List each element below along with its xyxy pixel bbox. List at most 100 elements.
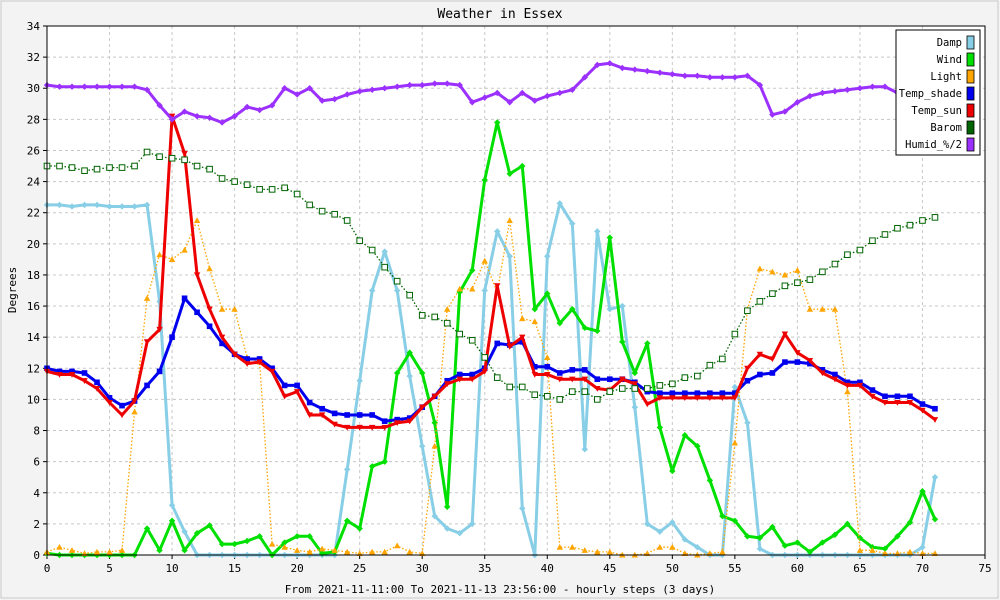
data-point <box>469 371 476 378</box>
x-tick-label: 20 <box>291 562 304 575</box>
data-point <box>556 370 563 376</box>
data-point <box>143 201 151 209</box>
data-point <box>443 319 451 327</box>
data-point <box>393 277 401 285</box>
x-tick-label: 65 <box>853 562 866 575</box>
data-point <box>931 516 939 523</box>
data-point <box>381 458 388 465</box>
data-point <box>218 175 226 182</box>
data-point <box>406 418 413 425</box>
data-point <box>431 80 438 87</box>
data-point <box>881 545 889 552</box>
data-point <box>119 402 125 409</box>
data-point <box>881 231 889 238</box>
data-point <box>856 382 864 389</box>
data-point <box>731 439 739 446</box>
data-point <box>68 203 76 210</box>
data-point <box>931 474 939 481</box>
data-point <box>106 203 113 210</box>
data-point <box>144 382 150 389</box>
data-point <box>781 271 789 278</box>
data-point <box>669 467 676 475</box>
data-point <box>782 359 788 365</box>
data-point <box>744 419 751 426</box>
data-point <box>143 295 151 301</box>
data-point <box>656 528 664 535</box>
data-point <box>544 92 551 100</box>
data-point <box>581 74 588 81</box>
data-point <box>681 536 689 543</box>
data-point <box>293 91 301 98</box>
data-point <box>218 540 226 548</box>
data-point <box>431 393 438 400</box>
data-point <box>731 74 739 81</box>
data-point <box>531 318 538 325</box>
y-tick-label: 12 <box>27 362 40 375</box>
series-line <box>46 218 935 556</box>
series-line <box>46 114 936 429</box>
data-point <box>856 85 864 92</box>
data-point <box>568 388 576 395</box>
data-point <box>81 167 88 174</box>
data-point <box>656 544 664 550</box>
data-point <box>719 395 726 402</box>
data-point <box>706 74 714 81</box>
data-point <box>769 356 776 363</box>
data-point <box>769 370 776 376</box>
data-point <box>531 305 538 313</box>
legend-label: Damp <box>937 37 962 49</box>
data-point <box>694 544 701 551</box>
data-point <box>719 548 726 555</box>
legend-swatch <box>966 35 975 50</box>
data-point <box>494 340 501 347</box>
data-point <box>794 99 801 106</box>
data-point <box>794 279 801 287</box>
data-point <box>794 359 801 365</box>
y-tick-label: 32 <box>27 51 40 64</box>
data-point <box>206 522 213 529</box>
data-point <box>444 80 451 87</box>
data-point <box>318 97 326 104</box>
data-point <box>719 390 726 396</box>
data-point <box>493 374 501 381</box>
data-point <box>844 388 851 395</box>
data-point <box>656 69 664 76</box>
data-point <box>619 338 626 346</box>
data-point <box>506 170 513 178</box>
data-point <box>318 550 326 557</box>
data-point <box>669 519 676 526</box>
y-tick-label: 2 <box>33 518 40 531</box>
data-point <box>431 313 439 321</box>
data-point <box>581 388 589 395</box>
data-point <box>856 547 864 553</box>
data-point <box>331 410 338 417</box>
data-point <box>393 542 401 549</box>
data-point <box>844 379 851 386</box>
y-tick-label: 10 <box>27 393 40 406</box>
data-point <box>369 412 375 418</box>
data-point <box>869 547 876 553</box>
plot-frame <box>46 25 986 556</box>
data-point <box>681 431 689 439</box>
data-point <box>344 412 350 418</box>
series-5 <box>43 148 939 403</box>
data-point <box>769 523 776 531</box>
data-point <box>181 108 188 115</box>
data-point <box>869 237 876 245</box>
y-tick-label: 28 <box>27 113 40 126</box>
data-point <box>331 95 338 103</box>
x-tick-label: 35 <box>478 562 491 575</box>
data-point <box>832 371 838 378</box>
y-tick-label: 4 <box>33 487 40 500</box>
data-point <box>194 309 200 316</box>
data-point <box>481 176 488 184</box>
data-point <box>431 512 438 520</box>
data-point <box>231 351 238 358</box>
data-point <box>919 217 926 224</box>
x-tick-label: 0 <box>44 562 51 575</box>
data-point <box>106 399 113 406</box>
data-point <box>857 379 863 386</box>
data-point <box>669 395 676 402</box>
data-point <box>494 119 501 126</box>
data-point <box>756 298 764 305</box>
